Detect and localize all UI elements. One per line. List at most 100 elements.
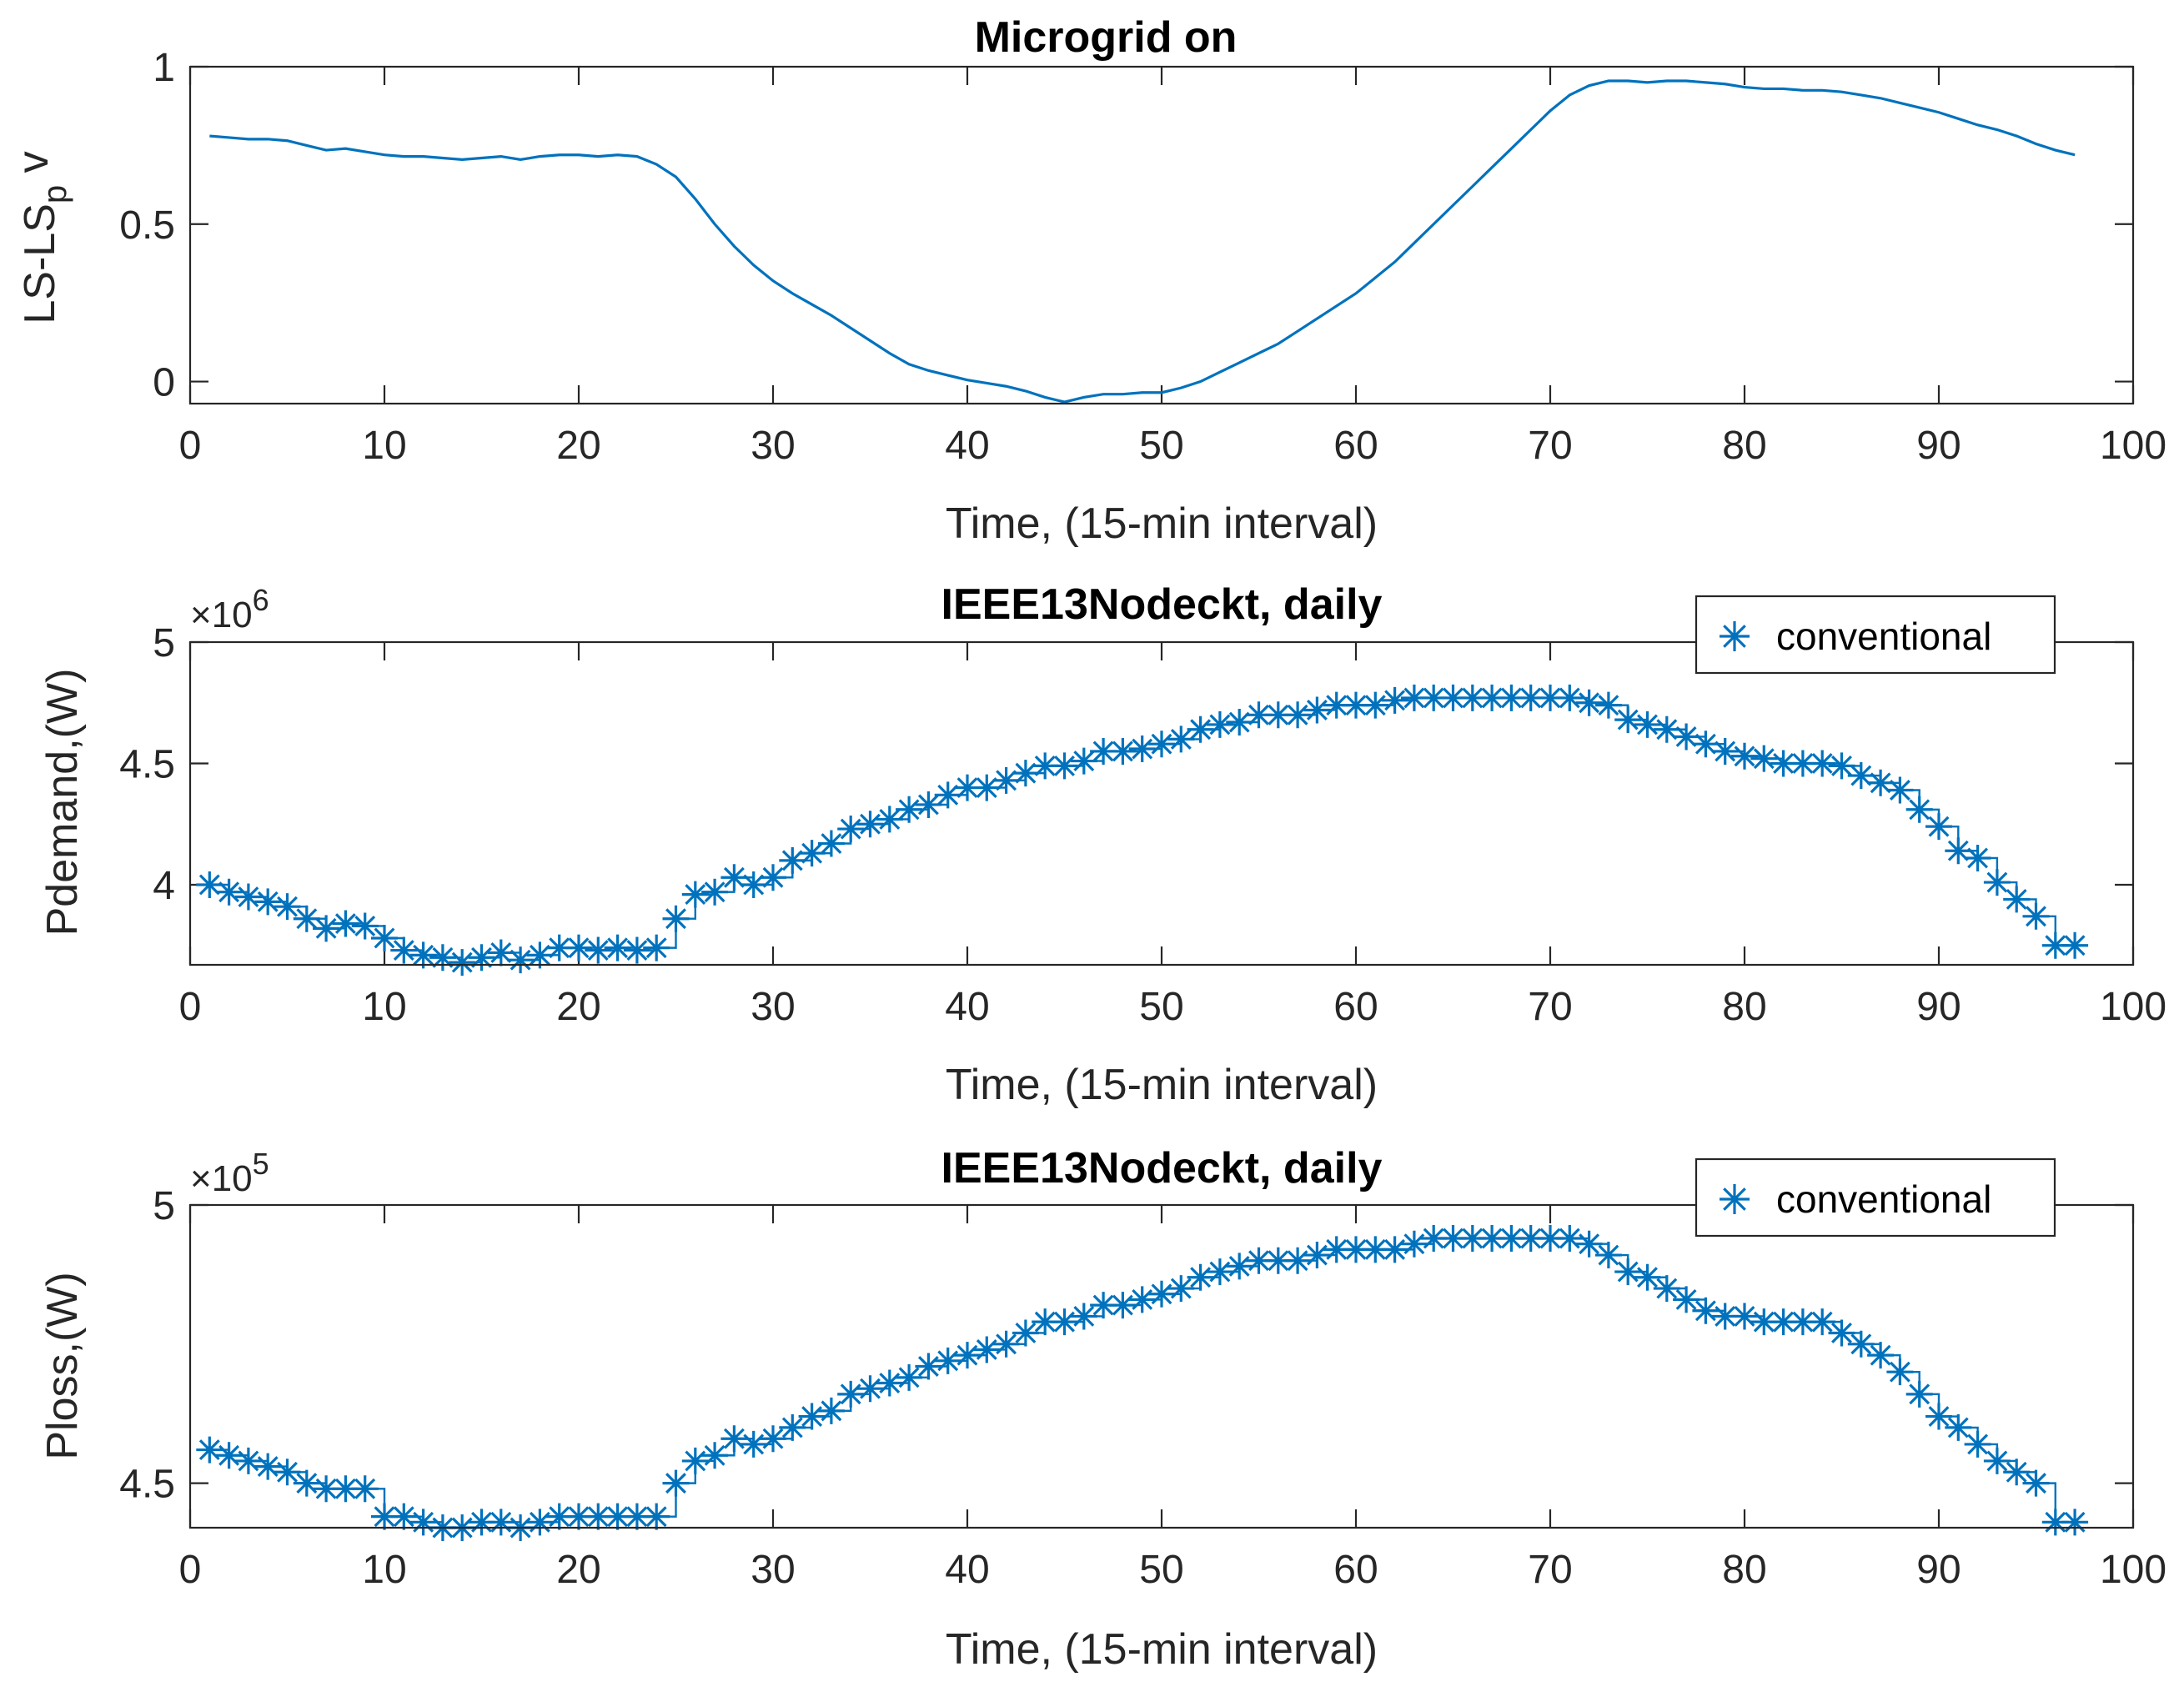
data-point <box>1964 844 1991 871</box>
panel2-axes-frame <box>188 640 2135 966</box>
panel1-xlabel: Time, (15-min interval) <box>946 500 1378 548</box>
data-point <box>409 941 437 969</box>
data-point <box>449 949 476 977</box>
data-point <box>1673 1286 1700 1313</box>
data-point <box>1537 1225 1564 1253</box>
data-point <box>1983 1447 2011 1474</box>
x-tick-label: 100 <box>2100 985 2166 1029</box>
panel1-ylabel: LS-LSp v <box>9 151 73 324</box>
data-point <box>1983 869 2011 896</box>
data-point <box>1886 1358 1914 1386</box>
data-point <box>1264 1247 1292 1274</box>
panel3-legend: conventional <box>1694 1157 2056 1238</box>
data-point <box>1206 710 1233 738</box>
data-point <box>1847 1330 1875 1358</box>
data-point <box>779 1413 806 1441</box>
data-point <box>1051 1308 1078 1336</box>
data-point <box>1167 725 1195 753</box>
data-point <box>2003 1459 2031 1486</box>
data-point <box>1284 701 1312 729</box>
x-tick-label: 60 <box>1333 424 1378 468</box>
data-point <box>274 1459 301 1486</box>
data-point <box>254 888 282 916</box>
panel1-ylabel-main: LS-LS <box>16 203 64 324</box>
panel2-title: IEEE13Nodeckt, daily <box>941 580 1383 629</box>
panel2-legend-label: conventional <box>1776 615 1991 658</box>
data-point <box>2003 886 2031 913</box>
y-tick-label: 0.5 <box>119 203 175 248</box>
data-point <box>1517 684 1544 711</box>
panel3-exponent-power: 5 <box>253 1147 269 1181</box>
data-point <box>1479 1225 1506 1253</box>
data-point <box>954 774 981 801</box>
data-point <box>1517 1225 1544 1253</box>
data-point <box>992 1330 1020 1358</box>
data-point <box>1925 813 1952 841</box>
x-tick-label: 50 <box>1139 1548 1183 1592</box>
data-point <box>1711 737 1739 765</box>
data-point <box>1614 1258 1642 1286</box>
x-tick-label: 20 <box>556 1548 600 1592</box>
data-point <box>1420 684 1448 711</box>
data-point <box>254 1453 282 1480</box>
data-point <box>2061 931 2089 959</box>
data-point <box>604 1503 631 1530</box>
data-point <box>1692 1297 1720 1324</box>
x-tick-label: 70 <box>1528 985 1572 1029</box>
panel3-exponent: ×105 <box>190 1147 269 1199</box>
data-point <box>643 1503 670 1530</box>
data-point <box>1090 737 1117 765</box>
x-tick-label: 100 <box>2100 1548 2166 1592</box>
data-point <box>215 878 243 906</box>
data-point <box>1653 1275 1680 1303</box>
data-point <box>1828 752 1855 780</box>
data-point <box>1770 750 1797 777</box>
data-point <box>507 946 535 974</box>
data-point <box>1128 736 1156 763</box>
data-point <box>604 934 631 961</box>
y-tick-label: 5 <box>153 621 175 665</box>
data-point <box>351 1475 379 1503</box>
panel-ploss: IEEE13Nodeckt, daily ×105 0 10 20 30 40 50 60 7… <box>38 1144 2166 1674</box>
data-point <box>1964 1430 1991 1458</box>
data-point <box>915 1353 942 1380</box>
data-point <box>1128 1286 1156 1313</box>
data-point <box>234 883 262 911</box>
x-tick-label: 80 <box>1722 1548 1766 1592</box>
x-tick-label: 80 <box>1722 985 1766 1029</box>
panel1-ticks: 0 10 20 30 40 50 60 70 80 90 100 0 0.5 1 <box>119 46 2166 468</box>
x-tick-label: 50 <box>1139 985 1183 1029</box>
x-tick-label: 40 <box>945 424 989 468</box>
data-point <box>565 1503 592 1530</box>
data-point <box>545 934 573 961</box>
data-point <box>1245 701 1273 729</box>
data-point <box>371 924 398 951</box>
data-point <box>662 1469 690 1497</box>
data-point <box>701 1442 729 1469</box>
data-point <box>681 881 709 908</box>
data-point <box>313 915 340 942</box>
data-point <box>1575 689 1603 716</box>
data-point <box>2061 1509 2089 1536</box>
data-point <box>390 936 418 964</box>
data-point <box>1362 691 1389 719</box>
data-point <box>1362 1236 1389 1263</box>
data-point <box>1847 762 1875 790</box>
panel3-legend-marker <box>1720 1184 1750 1214</box>
panel3-axes-frame <box>188 1203 2135 1529</box>
data-point <box>1109 1292 1137 1319</box>
data-point <box>1634 710 1661 738</box>
x-tick-label: 80 <box>1722 424 1766 468</box>
x-tick-label: 10 <box>362 985 406 1029</box>
data-point <box>876 806 903 833</box>
x-tick-label: 0 <box>179 1548 202 1592</box>
x-tick-label: 30 <box>751 424 795 468</box>
data-point <box>837 816 865 843</box>
data-point <box>1750 745 1778 772</box>
data-point <box>934 1347 961 1374</box>
data-point <box>1343 691 1369 719</box>
x-tick-label: 70 <box>1528 424 1572 468</box>
data-point <box>701 878 729 906</box>
panel3-legend-label: conventional <box>1776 1177 1991 1221</box>
data-point <box>1381 686 1408 714</box>
